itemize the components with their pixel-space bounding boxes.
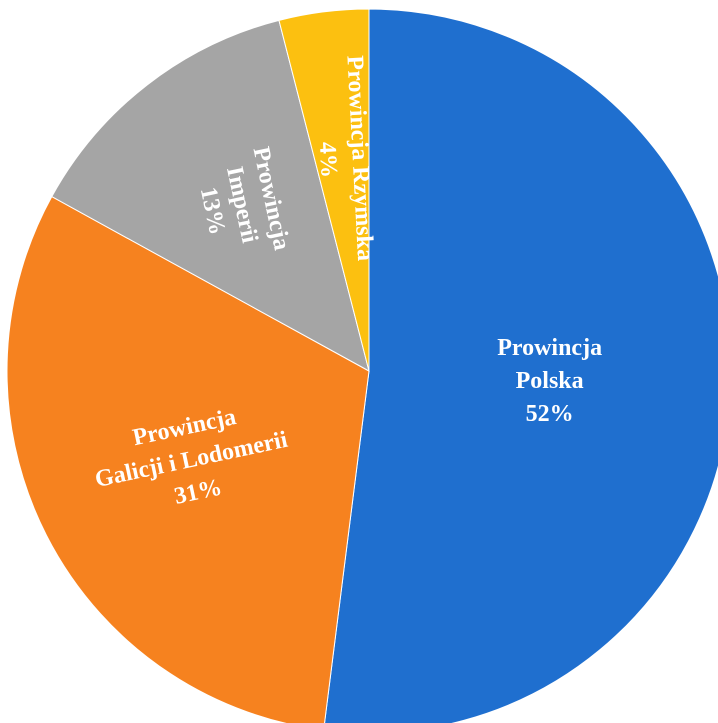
pie-slice <box>278 8 370 372</box>
slice-value-label: 52% <box>526 401 574 427</box>
slice-value-label: 4% <box>314 141 342 178</box>
pie-slice <box>51 19 370 372</box>
pie-slices <box>6 8 718 723</box>
slice-name-label: Polska <box>516 368 584 394</box>
slice-name-label: Prowincja <box>497 335 602 361</box>
slice-label: Prowincja Polska 52% <box>497 335 602 427</box>
pie-slice <box>324 8 718 723</box>
pie-slice <box>6 195 370 723</box>
